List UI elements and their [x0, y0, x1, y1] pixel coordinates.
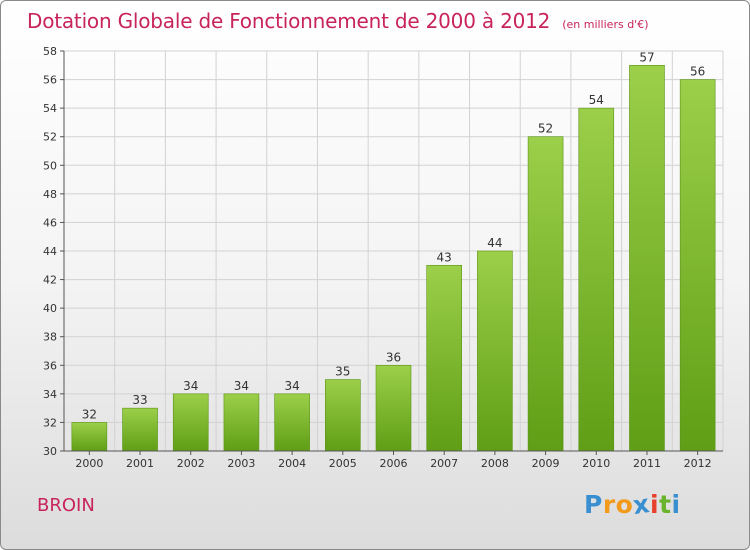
y-tick-label: 36	[43, 359, 57, 372]
y-tick-label: 56	[43, 74, 57, 87]
x-tick-label: 2010	[582, 457, 610, 470]
logo-letter: o	[615, 490, 634, 519]
bar	[629, 64, 665, 452]
y-tick-label: 42	[43, 274, 57, 287]
x-tick-label: 2006	[380, 457, 408, 470]
bar	[71, 422, 108, 452]
chart-title: Dotation Globale de Fonctionnement de 20…	[27, 9, 551, 33]
data-label: 43	[437, 250, 452, 264]
logo-letter: r	[602, 490, 616, 519]
data-label: 34	[234, 379, 249, 393]
proxiti-logo: Proxiti	[584, 488, 681, 521]
y-tick-label: 44	[43, 245, 57, 258]
x-tick-label: 2001	[126, 457, 154, 470]
bars	[71, 64, 716, 452]
y-tick-label: 30	[43, 445, 57, 458]
data-label: 36	[386, 350, 401, 364]
bar	[375, 364, 412, 452]
bar	[274, 393, 310, 452]
x-tick-label: 2008	[481, 457, 509, 470]
logo-letter: x	[631, 488, 652, 521]
axes: 30 32 34 36 38 40 42 44 46 48 50 52 54 56 58 2000 2001 20…	[43, 45, 723, 470]
data-label: 52	[538, 122, 553, 136]
data-label: 54	[589, 93, 604, 107]
y-tick-label: 48	[43, 188, 57, 201]
chart-header: Dotation Globale de Fonctionnement de 20…	[27, 9, 648, 33]
data-labels: 32 33 34 34 34 35 36 43 44 52 54 57 56	[82, 50, 706, 421]
y-tick-label: 34	[43, 388, 57, 401]
logo-letter: t	[659, 490, 672, 519]
y-tick-label: 46	[43, 216, 57, 229]
y-tick-label: 58	[43, 45, 57, 58]
x-tick-label: 2002	[177, 457, 205, 470]
data-label: 35	[335, 365, 350, 379]
bar	[172, 393, 209, 452]
y-tick-label: 50	[43, 159, 57, 172]
commune-name: BROIN	[37, 495, 95, 516]
x-tick-label: 2011	[633, 457, 661, 470]
bar	[679, 79, 716, 452]
x-tick-label: 2000	[75, 457, 103, 470]
y-tick-label: 38	[43, 331, 57, 344]
x-tick-label: 2007	[430, 457, 458, 470]
data-label: 57	[639, 50, 654, 64]
x-tick-label: 2009	[532, 457, 560, 470]
data-label: 33	[132, 393, 147, 407]
x-tick-label: 2004	[278, 457, 306, 470]
bar	[527, 136, 564, 452]
x-tick-label: 2012	[684, 457, 712, 470]
data-label: 34	[284, 379, 299, 393]
bar	[122, 407, 158, 452]
logo-letter: i	[650, 490, 660, 519]
data-label: 44	[487, 236, 502, 250]
x-tick-label: 2003	[227, 457, 255, 470]
logo-letter: i	[671, 490, 681, 519]
bar	[578, 107, 615, 452]
logo-letter: P	[584, 490, 603, 519]
x-tick-label: 2005	[329, 457, 357, 470]
chart-unit: (en milliers d'€)	[562, 18, 649, 31]
bar	[477, 250, 513, 452]
bar	[426, 264, 462, 452]
data-label: 34	[183, 379, 198, 393]
y-tick-label: 32	[43, 416, 57, 429]
data-label: 32	[82, 407, 97, 421]
y-tick-label: 52	[43, 131, 57, 144]
data-label: 56	[690, 65, 705, 79]
bar	[223, 393, 260, 452]
bar	[325, 379, 361, 452]
y-tick-label: 40	[43, 302, 57, 315]
y-tick-label: 54	[43, 102, 57, 115]
